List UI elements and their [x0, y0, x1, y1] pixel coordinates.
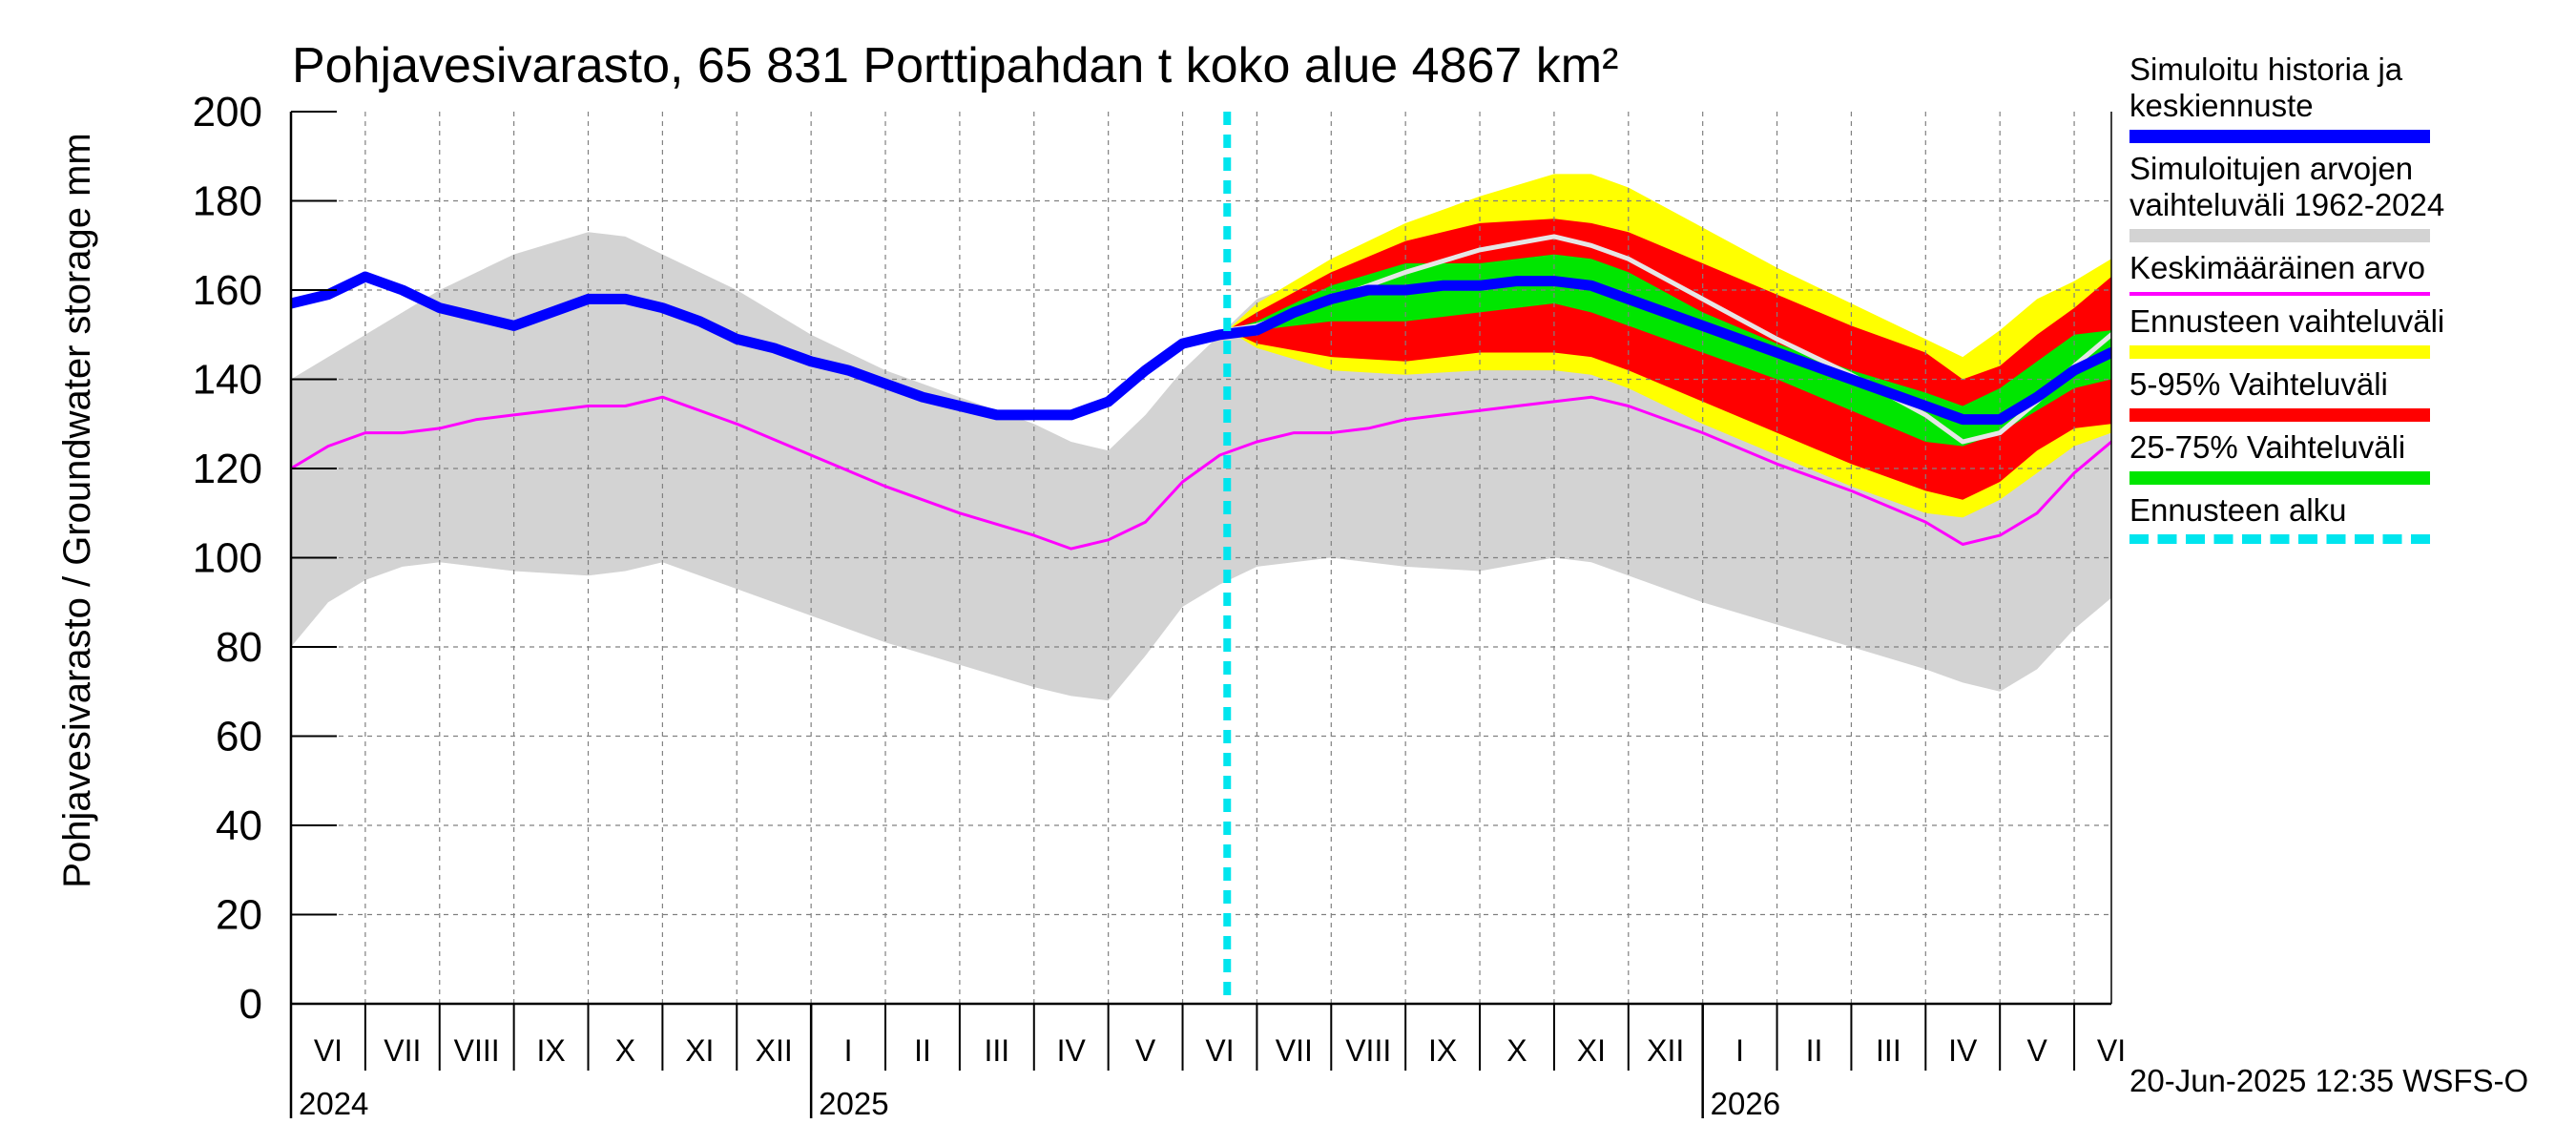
- x-month-label: IV: [1948, 1033, 1978, 1068]
- chart-title: Pohjavesivarasto, 65 831 Porttipahdan t …: [292, 38, 1618, 94]
- x-month-label: III: [1876, 1033, 1901, 1068]
- x-month-label: II: [1806, 1033, 1823, 1068]
- legend-label: Keskimääräinen arvo: [2129, 250, 2425, 285]
- legend-item: 5-95% Vaihteluväli: [2129, 366, 2568, 422]
- x-month-label: V: [2026, 1033, 2047, 1068]
- x-month-label: IX: [1428, 1033, 1457, 1068]
- legend-swatch: [2129, 292, 2430, 296]
- x-month-label: VI: [314, 1033, 343, 1068]
- x-month-label: VII: [1276, 1033, 1313, 1068]
- y-axis-label: Pohjavesivarasto / Groundwater storage m…: [56, 133, 98, 887]
- legend-swatch: [2129, 534, 2430, 544]
- x-month-label: XI: [1577, 1033, 1606, 1068]
- x-month-label: XII: [1647, 1033, 1684, 1068]
- y-tick-label: 160: [193, 267, 262, 314]
- legend-swatch: [2129, 471, 2430, 485]
- y-tick-label: 20: [216, 892, 262, 939]
- legend-item: Ennusteen vaihteluväli: [2129, 303, 2568, 359]
- series-line-3: [291, 271, 2111, 426]
- x-month-label: VIII: [454, 1033, 500, 1068]
- legend-label: Simuloitujen arvojen vaihteluväli 1962-2…: [2129, 151, 2445, 222]
- x-month-label: VIII: [1345, 1033, 1391, 1068]
- x-month-label: IV: [1057, 1033, 1087, 1068]
- y-tick-label: 180: [193, 178, 262, 225]
- legend-label: Simuloitu historia ja keskiennuste: [2129, 52, 2403, 123]
- x-month-label: VI: [2097, 1033, 2126, 1068]
- y-tick-label: 40: [216, 802, 262, 849]
- legend-item: Keskimääräinen arvo: [2129, 250, 2568, 296]
- y-tick-label: 120: [193, 446, 262, 492]
- legend-swatch: [2129, 130, 2430, 143]
- legend-item: Ennusteen alku: [2129, 492, 2568, 544]
- x-year-label: 2025: [819, 1086, 888, 1121]
- legend-item: Simuloitujen arvojen vaihteluväli 1962-2…: [2129, 151, 2568, 242]
- x-month-label: II: [914, 1033, 931, 1068]
- x-month-label: XII: [756, 1033, 793, 1068]
- x-year-label: 2026: [1711, 1086, 1780, 1121]
- series-line-2: [291, 395, 2111, 551]
- x-month-label: X: [615, 1033, 635, 1068]
- legend-item: Simuloitu historia ja keskiennuste: [2129, 52, 2568, 143]
- x-month-label: VI: [1205, 1033, 1234, 1068]
- plot-area: [291, 112, 2111, 1004]
- x-month-label: X: [1506, 1033, 1527, 1068]
- series-line-1: [1224, 234, 2111, 445]
- y-tick-label: 80: [216, 624, 262, 671]
- legend-label: 25-75% Vaihteluväli: [2129, 429, 2406, 465]
- legend-swatch: [2129, 229, 2430, 242]
- x-month-label: III: [985, 1033, 1010, 1068]
- y-tick-label: 200: [193, 89, 262, 135]
- legend-swatch: [2129, 408, 2430, 422]
- x-month-label: I: [844, 1033, 853, 1068]
- legend-label: 5-95% Vaihteluväli: [2129, 366, 2388, 402]
- footer-timestamp: 20-Jun-2025 12:35 WSFS-O: [2129, 1063, 2529, 1098]
- y-tick-label: 60: [216, 714, 262, 760]
- legend-item: 25-75% Vaihteluväli: [2129, 429, 2568, 485]
- x-month-label: VII: [384, 1033, 421, 1068]
- legend-label: Ennusteen alku: [2129, 492, 2347, 528]
- chart-legend: Simuloitu historia ja keskiennuste Simulo…: [2129, 52, 2568, 552]
- x-month-label: I: [1735, 1033, 1744, 1068]
- x-month-label: V: [1135, 1033, 1156, 1068]
- y-tick-label: 140: [193, 357, 262, 404]
- y-tick-label: 0: [239, 981, 262, 1028]
- y-tick-label: 100: [193, 535, 262, 582]
- legend-swatch: [2129, 345, 2430, 359]
- x-month-label: XI: [685, 1033, 714, 1068]
- x-month-label: IX: [536, 1033, 565, 1068]
- x-year-label: 2024: [299, 1086, 368, 1121]
- legend-label: Ennusteen vaihteluväli: [2129, 303, 2445, 339]
